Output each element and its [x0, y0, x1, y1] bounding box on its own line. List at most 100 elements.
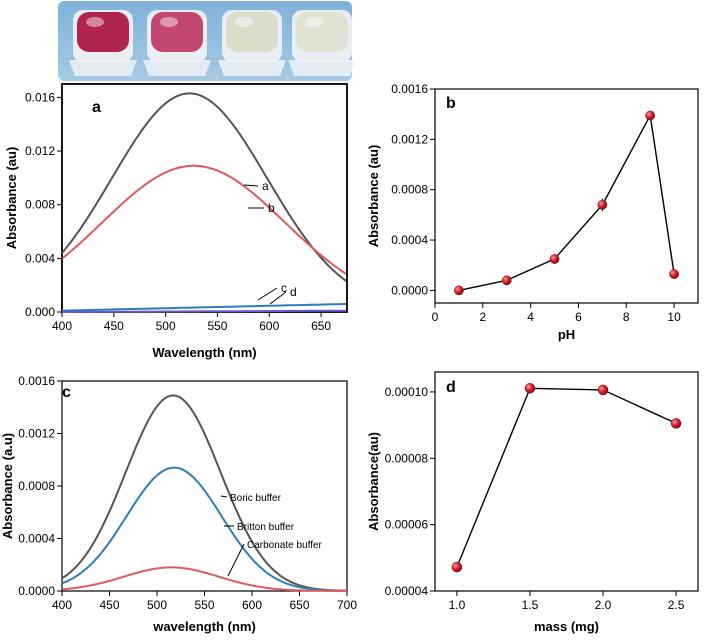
annotation-arrow: [269, 291, 287, 305]
y-axis-label: Absorbance (a.u): [0, 433, 15, 539]
y-tick-label: 0.016: [25, 90, 55, 104]
x-tick-label: 1.5: [522, 598, 539, 612]
x-tick-label: 8: [623, 310, 630, 324]
x-tick-label: 1.0: [449, 598, 466, 612]
x-tick-label: 550: [207, 319, 227, 333]
series-annotation-c: c: [281, 281, 287, 295]
panel-label: d: [446, 379, 456, 396]
data-point: [597, 384, 609, 396]
data-point: [670, 418, 682, 429]
data-point: [501, 275, 512, 286]
vial-base: [143, 60, 211, 76]
data-point: [669, 269, 679, 279]
series-line-carbonate-buffer: [61, 566, 347, 592]
series-line-a: [61, 92, 347, 282]
data-point: [597, 199, 608, 210]
y-tick-label: 0.0016: [391, 82, 428, 96]
y-axis-label: Absorbance (au): [366, 145, 381, 248]
y-tick-label: 0.0004: [391, 233, 428, 247]
x-tick-label: 550: [194, 598, 214, 612]
vial-1: [69, 10, 137, 76]
x-tick-label: 600: [259, 319, 279, 333]
annotation-arrow: [220, 495, 228, 498]
vial-highlight: [235, 17, 253, 27]
x-tick-label: 2: [479, 310, 486, 324]
y-tick-label: 0.00008: [385, 451, 429, 465]
series-annotation: Carbonate buffer: [247, 540, 323, 551]
series-line-b: [61, 164, 347, 275]
plot-frame: [434, 371, 699, 592]
x-axis-label: pH: [558, 327, 575, 342]
x-tick-label: 500: [147, 598, 167, 612]
vial-liquid: [226, 12, 278, 52]
y-tick-label: 0.0008: [18, 479, 55, 493]
series-line-boric-buffer: [61, 394, 348, 592]
x-tick-label: 4: [527, 310, 534, 324]
y-tick-label: 0.0008: [391, 183, 428, 197]
y-axis-label: Absorbance(au): [366, 432, 381, 531]
y-tick-label: 0.0016: [18, 374, 55, 388]
panel-d: 1.0 1.5 2.0 2.5 0.00004 0.00006 0.00008 0.00010…: [366, 371, 699, 634]
x-tick-label: 450: [99, 598, 119, 612]
plot-frame: [61, 83, 348, 313]
vial-base: [288, 60, 356, 76]
data-point: [645, 110, 656, 121]
y-tick-label: 0.0012: [18, 427, 55, 441]
series-line: [456, 387, 677, 568]
vials-photo: [58, 1, 356, 81]
x-axis-label: wavelength (nm): [152, 619, 256, 634]
annotation-arrow: [243, 184, 259, 187]
x-tick-label: 500: [156, 319, 176, 333]
vial-2: [143, 10, 211, 76]
vial-base: [218, 60, 286, 76]
y-tick-label: 0.0012: [391, 132, 428, 146]
x-tick-label: 6: [575, 310, 582, 324]
x-tick-label: 2.5: [668, 598, 685, 612]
plot-frame: [61, 380, 348, 592]
series-line-d: [62, 309, 346, 313]
vial-liquid: [151, 12, 203, 52]
y-tick-label: 0.012: [25, 144, 55, 158]
vial-liquid: [77, 12, 129, 52]
series-annotation-a: a: [262, 179, 269, 193]
x-tick-label: 450: [104, 319, 124, 333]
vial-base: [69, 60, 137, 76]
series-annotation-d: d: [290, 285, 297, 299]
panel-b: 0 2 4 6 8 10 0.0000 0.0004 0.0008 0.0012 0.0016 pH A…: [366, 82, 699, 342]
x-tick-label: 400: [52, 598, 72, 612]
data-point: [524, 383, 536, 394]
x-axis-label: Wavelength (nm): [152, 345, 256, 360]
data-point: [451, 561, 463, 573]
y-tick-label: 0.0000: [18, 584, 55, 598]
panel-c: 400 450 500 550 600 650 700 0.0000 0.0004 0.0008 0…: [0, 374, 357, 634]
vial-highlight: [305, 17, 323, 27]
annotation-arrow: [257, 287, 278, 301]
x-tick-label: 650: [289, 598, 309, 612]
x-tick-label: 650: [311, 319, 331, 333]
data-point: [549, 254, 560, 264]
vial-liquid: [296, 12, 348, 52]
y-tick-label: 0.000: [25, 305, 55, 319]
x-tick-label: 0: [432, 310, 439, 324]
x-tick-label: 700: [337, 598, 357, 612]
panel-label: a: [92, 99, 101, 116]
y-tick-label: 0.00004: [385, 584, 429, 598]
x-tick-label: 10: [667, 310, 681, 324]
x-tick-label: 600: [242, 598, 262, 612]
series-annotation: Britton buffer: [237, 522, 295, 533]
plot-frame: [434, 88, 699, 304]
x-tick-label: 2.0: [595, 598, 612, 612]
y-tick-label: 0.004: [25, 251, 55, 265]
panel-label: c: [62, 384, 71, 401]
annotation-arrow: [227, 543, 245, 577]
series-annotation-b: b: [268, 201, 275, 215]
series-annotation: Boric buffer: [230, 493, 282, 504]
x-axis-label: mass (mg): [534, 619, 599, 634]
vial-highlight: [86, 17, 104, 27]
series-line: [458, 113, 675, 292]
data-point: [454, 285, 464, 296]
y-tick-label: 0.0000: [391, 283, 428, 297]
x-tick-label: 400: [52, 319, 72, 333]
vials: [69, 10, 356, 76]
